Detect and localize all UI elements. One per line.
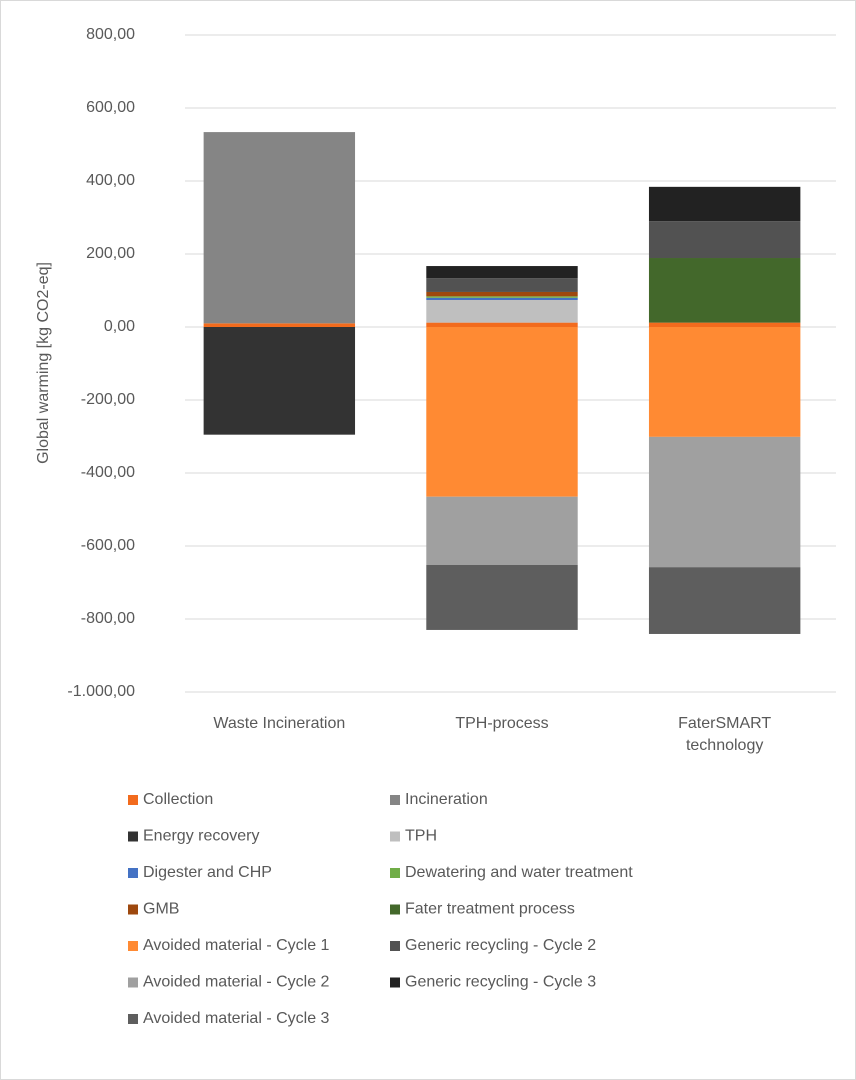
y-tick-label: 400,00 bbox=[86, 172, 135, 189]
y-tick-label: -200,00 bbox=[81, 391, 135, 408]
bar-segment bbox=[648, 567, 801, 634]
legend-swatch bbox=[390, 904, 400, 915]
legend-swatch bbox=[128, 941, 138, 951]
y-tick-label: -400,00 bbox=[81, 464, 135, 481]
bar-segment bbox=[426, 496, 578, 565]
legend-swatch bbox=[128, 795, 138, 805]
legend-label: Avoided material - Cycle 3 bbox=[143, 1010, 330, 1027]
legend-label: Fater treatment process bbox=[405, 901, 575, 918]
legend-swatch bbox=[390, 941, 400, 951]
legend-label: Energy recovery bbox=[143, 828, 260, 845]
bar-segment bbox=[648, 186, 801, 222]
bar-segment bbox=[426, 278, 578, 292]
bar-segment bbox=[648, 327, 801, 437]
legend-swatch bbox=[128, 977, 138, 988]
legend-label: Incineration bbox=[405, 791, 488, 808]
legend-swatch bbox=[390, 831, 400, 842]
legend-swatch bbox=[128, 904, 138, 915]
bar-segment bbox=[648, 436, 801, 568]
legend-label: TPH bbox=[405, 828, 437, 845]
legend-swatch bbox=[128, 868, 138, 878]
legend-label: Avoided material - Cycle 2 bbox=[143, 974, 330, 991]
legend-label: Dewatering and water treatment bbox=[405, 864, 633, 881]
legend-label: Avoided material - Cycle 1 bbox=[143, 937, 330, 954]
bar-segment bbox=[426, 266, 578, 279]
bar-segment bbox=[426, 299, 578, 323]
legend-label: Generic recycling - Cycle 3 bbox=[405, 974, 596, 991]
bar-segment bbox=[426, 327, 578, 497]
legend-swatch bbox=[128, 831, 138, 842]
legend-swatch bbox=[128, 1014, 138, 1024]
y-tick-label: 200,00 bbox=[86, 245, 135, 262]
bar-segment bbox=[648, 258, 801, 323]
bar-segment bbox=[648, 221, 801, 259]
legend-swatch bbox=[390, 868, 400, 878]
bar-segment bbox=[426, 297, 578, 300]
bar-segment bbox=[426, 564, 578, 630]
legend-label: Digester and CHP bbox=[143, 864, 272, 881]
y-tick-label: 0,00 bbox=[104, 318, 135, 335]
bar-segment bbox=[426, 322, 578, 327]
y-tick-label: 800,00 bbox=[86, 26, 135, 43]
y-tick-label: -800,00 bbox=[81, 610, 135, 627]
bar-segment bbox=[648, 322, 801, 327]
legend-label: Collection bbox=[143, 791, 213, 808]
y-tick-label: -600,00 bbox=[81, 537, 135, 554]
x-tick-label: TPH-process bbox=[455, 715, 549, 732]
y-axis-label: Global warming [kg CO2-eq] bbox=[35, 262, 52, 464]
bar-segment bbox=[203, 132, 356, 324]
x-tick-label: Waste Incineration bbox=[213, 715, 346, 732]
bar-segment bbox=[203, 327, 356, 435]
x-tick-label: FaterSMART technology bbox=[678, 715, 772, 754]
legend-swatch bbox=[390, 795, 400, 805]
bar-segment bbox=[426, 296, 578, 298]
legend-label: Generic recycling - Cycle 2 bbox=[405, 937, 596, 954]
y-tick-label: 600,00 bbox=[86, 99, 135, 116]
bar-segment bbox=[426, 291, 578, 297]
legend-label: GMB bbox=[143, 901, 179, 918]
legend-swatch bbox=[390, 977, 400, 988]
y-tick-label: -1.000,00 bbox=[67, 683, 135, 700]
bar-segment bbox=[203, 323, 356, 327]
